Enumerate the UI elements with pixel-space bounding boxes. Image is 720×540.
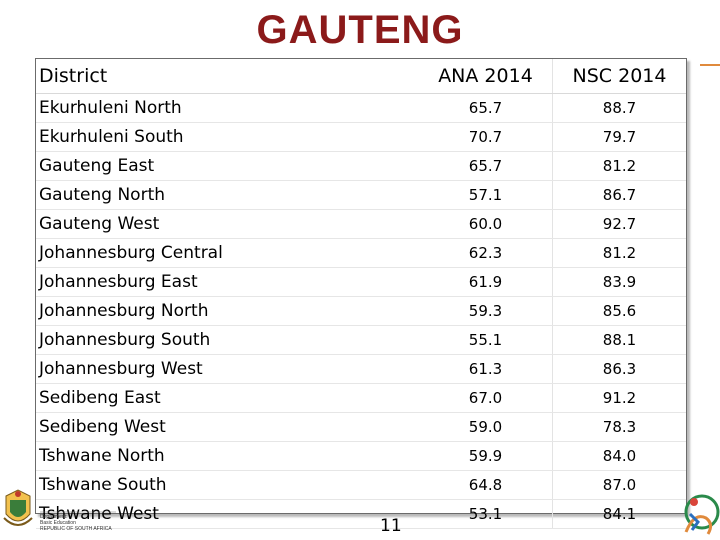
table-row: Gauteng North 57.1 86.7 xyxy=(36,180,686,210)
table-row: Johannesburg East 61.9 83.9 xyxy=(36,267,686,297)
mascot-logo xyxy=(684,494,720,535)
nsc-cell: 86.3 xyxy=(552,354,686,384)
page-title: GAUTENG xyxy=(256,8,464,52)
nsc-cell: 83.9 xyxy=(552,267,686,297)
nsc-cell: 81.2 xyxy=(552,151,686,181)
logo-line-2: Basic Education xyxy=(40,520,76,526)
district-cell: Tshwane South xyxy=(36,470,419,500)
ana-cell: 65.7 xyxy=(419,93,553,123)
district-cell: Gauteng East xyxy=(36,151,419,181)
ana-cell: 64.8 xyxy=(419,470,553,500)
district-cell: Sedibeng West xyxy=(36,412,419,442)
table-row: Tshwane South 64.8 87.0 xyxy=(36,470,686,500)
ana-cell: 59.3 xyxy=(419,296,553,326)
table-row: Ekurhuleni South 70.7 79.7 xyxy=(36,122,686,152)
table-row: Johannesburg North 59.3 85.6 xyxy=(36,296,686,326)
district-cell: Tshwane North xyxy=(36,441,419,471)
nsc-header: NSC 2014 xyxy=(552,59,686,94)
nsc-cell: 92.7 xyxy=(552,209,686,239)
ana-cell: 57.1 xyxy=(419,180,553,210)
page-number: 11 xyxy=(380,516,402,536)
table-header-row: District ANA 2014 NSC 2014 xyxy=(36,59,686,94)
table-row: Sedibeng East 67.0 91.2 xyxy=(36,383,686,413)
nsc-cell: 87.0 xyxy=(552,470,686,500)
nsc-cell: 78.3 xyxy=(552,412,686,442)
coat-of-arms-icon xyxy=(3,489,33,526)
table-row: Ekurhuleni North 65.7 88.7 xyxy=(36,93,686,123)
nsc-cell: 85.6 xyxy=(552,296,686,326)
nsc-cell: 84.1 xyxy=(552,499,686,529)
nsc-cell: 81.2 xyxy=(552,238,686,268)
ana-cell: 53.1 xyxy=(419,499,553,529)
district-header: District xyxy=(36,59,419,94)
ana-cell: 62.3 xyxy=(419,238,553,268)
ana-cell: 55.1 xyxy=(419,325,553,355)
ana-cell: 59.9 xyxy=(419,441,553,471)
ana-cell: 59.0 xyxy=(419,412,553,442)
nsc-cell: 91.2 xyxy=(552,383,686,413)
results-table: District ANA 2014 NSC 2014 Ekurhuleni No… xyxy=(35,58,687,529)
district-cell: Sedibeng East xyxy=(36,383,419,413)
table-row: Johannesburg West 61.3 86.3 xyxy=(36,354,686,384)
table-row: Tshwane West 53.1 84.1 xyxy=(36,499,686,529)
logo-line-3: REPUBLIC OF SOUTH AFRICA xyxy=(40,526,112,532)
ana-cell: 60.0 xyxy=(419,209,553,239)
nsc-cell: 84.0 xyxy=(552,441,686,471)
table-row: Johannesburg South 55.1 88.1 xyxy=(36,325,686,355)
nsc-cell: 86.7 xyxy=(552,180,686,210)
ana-header: ANA 2014 xyxy=(419,59,553,94)
ana-cell: 61.9 xyxy=(419,267,553,297)
logo-line-1: Department: xyxy=(40,514,68,520)
district-cell: Johannesburg West xyxy=(36,354,419,384)
table-row: Johannesburg Central 62.3 81.2 xyxy=(36,238,686,268)
district-cell: Johannesburg North xyxy=(36,296,419,326)
district-cell: Johannesburg Central xyxy=(36,238,419,268)
district-cell: Ekurhuleni North xyxy=(36,93,419,123)
nsc-cell: 79.7 xyxy=(552,122,686,152)
ana-cell: 67.0 xyxy=(419,383,553,413)
department-logo: Department: Basic Education REPUBLIC OF … xyxy=(3,489,116,532)
table-row: Gauteng East 65.7 81.2 xyxy=(36,151,686,181)
decorative-line xyxy=(700,64,720,66)
district-cell: Gauteng West xyxy=(36,209,419,239)
nsc-cell: 88.1 xyxy=(552,325,686,355)
district-cell: Johannesburg East xyxy=(36,267,419,297)
ana-cell: 70.7 xyxy=(419,122,553,152)
ana-cell: 61.3 xyxy=(419,354,553,384)
district-cell: Johannesburg South xyxy=(36,325,419,355)
ana-cell: 65.7 xyxy=(419,151,553,181)
district-cell: Tshwane West xyxy=(36,499,419,529)
nsc-cell: 88.7 xyxy=(552,93,686,123)
district-cell: Gauteng North xyxy=(36,180,419,210)
table-row: Tshwane North 59.9 84.0 xyxy=(36,441,686,471)
district-cell: Ekurhuleni South xyxy=(36,122,419,152)
table-row: Gauteng West 60.0 92.7 xyxy=(36,209,686,239)
table-row: Sedibeng West 59.0 78.3 xyxy=(36,412,686,442)
